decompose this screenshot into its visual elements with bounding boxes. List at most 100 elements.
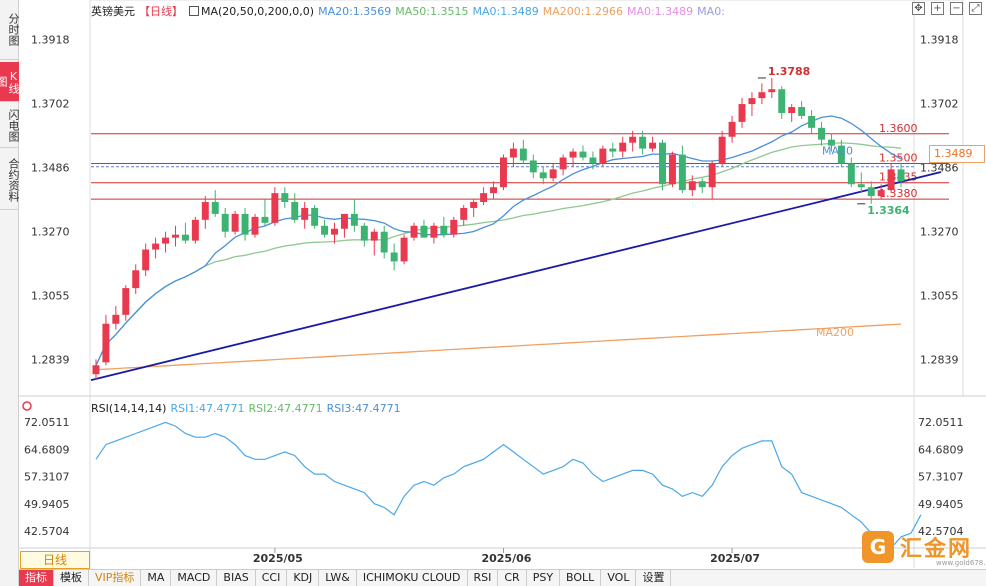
logo-url: www.gold678.com [936,559,986,567]
toolbar-item-1[interactable]: 模板 [54,570,89,586]
toolbar-item-cr[interactable]: CR [498,570,527,586]
candle-body [827,139,835,146]
candle-body [311,207,319,226]
candle-body [877,190,885,197]
toolbar-item-rsi[interactable]: RSI [468,570,499,586]
price-tick-left: 1.3486 [31,162,70,175]
candle-body [569,151,577,158]
candle-body [519,148,527,161]
candle-body [897,169,905,182]
side-tab-2[interactable]: 闪电图 [0,103,20,148]
zoom-in-icon[interactable]: + [931,2,944,15]
gold678-logo: G 汇金网 [862,529,974,565]
toolbar-item-kdj[interactable]: KDJ [287,570,320,586]
candle-body [539,172,547,179]
candle-body [678,154,686,191]
candle-body [788,107,796,113]
candle-body [470,202,478,208]
candle-body [778,89,786,113]
candle-body [281,193,289,203]
candle-body [768,89,776,93]
rsi-tick-left: 49.9405 [24,498,70,511]
candle-body [102,323,110,363]
candle-body [668,154,676,185]
toolbar-item-15[interactable]: 设置 [636,570,672,586]
candle-body [231,213,239,232]
price-tick-right: 1.3486 [920,162,959,175]
zoom-out-icon[interactable]: − [950,2,963,15]
toolbar-item-bias[interactable]: BIAS [217,570,256,586]
price-tick-right: 1.3270 [920,226,959,239]
candle-body [360,225,368,241]
toolbar-item-vip[interactable]: VIP指标 [89,570,142,586]
trend-line [90,171,942,382]
rsi-tick-right: 49.9405 [918,498,964,511]
price-tick-left: 1.3702 [31,97,70,110]
candle-body [798,107,806,116]
ma20-line [95,115,902,366]
ma50-line [95,142,902,366]
candle-body [718,136,726,164]
candle-body [132,270,140,289]
level-label: 1.3380 [879,187,918,200]
candle-body [808,115,816,128]
price-tick-left: 1.3918 [31,33,70,46]
candle-body [321,225,329,235]
rsi-tick-right: 72.0511 [918,416,964,429]
date-label: 2025/07 [710,552,760,565]
date-label: 2025/05 [253,552,303,565]
logo-text: 汇金网 [900,537,973,562]
candle-body [440,225,448,235]
candle-body [748,98,756,105]
candle-body [142,249,150,271]
rsi-tick-left: 72.0511 [24,416,70,429]
legend-ma0b: MA0:1.3489 [626,5,694,18]
side-tab-0[interactable]: 分时图 [0,0,20,60]
candle-body [549,169,557,179]
move-icon[interactable]: ✥ [912,2,925,15]
chart-area[interactable]: 1.3918 1.3918 1.3702 1.3702 1.3486 1.3486 1.32… [19,0,986,586]
toolbar-item-0[interactable]: 指标 [19,570,54,586]
candle-body [122,288,130,315]
candle-body [589,157,597,164]
candle-body [649,142,657,149]
side-tab-3[interactable]: 合约资料 [0,150,20,210]
candle-body [172,234,179,238]
candle-body [251,216,259,235]
toolbar-item-lw[interactable]: LW& [319,570,357,586]
candle-body [390,252,398,262]
toolbar-item-ma[interactable]: MA [141,570,172,586]
rsi-legend: RSI(14,14,14) RSI1:47.4771 RSI2:47.4771 RSI… [91,402,405,415]
toolbar-item-ichimoku-cloud[interactable]: ICHIMOKU CLOUD [357,570,468,586]
toolbar-item-vol[interactable]: VOL [601,570,637,586]
toolbar-item-psy[interactable]: PSY [527,570,561,586]
toolbar-item-macd[interactable]: MACD [171,570,218,586]
candle-body [291,202,299,220]
kline-chart-svg[interactable]: 1.3918 1.3918 1.3702 1.3702 1.3486 1.3486 1.32… [19,0,986,586]
candle-body [579,151,587,158]
legend-ma20: MA20:1.3569 [318,5,392,18]
side-tab-1[interactable]: K线图 [0,62,20,102]
candle-body [837,145,845,164]
rsi-tick-left: 64.6809 [24,443,70,456]
period-button[interactable]: 日线 [20,551,90,569]
legend-symbol: 英镑美元 [91,5,135,18]
candle-body [599,148,607,164]
rsi-tick-right: 57.3107 [918,471,964,484]
rsi-tick-right: 64.6809 [918,443,964,456]
toolbar-item-cci[interactable]: CCI [256,570,288,586]
candle-body [450,219,458,235]
legend-ma-icon [189,6,199,16]
legend-period: 【日线】 [139,5,183,18]
candle-body [211,202,219,214]
legend-ma50: MA50:1.3515 [395,5,469,18]
toolbar-item-boll[interactable]: BOLL [560,570,602,586]
candle-body [847,163,855,185]
candle-body [92,365,100,375]
fullscreen-icon[interactable]: ⤢ [969,2,982,15]
candle-body [370,231,378,241]
candle-body [181,234,189,241]
candle-body [331,228,338,235]
candle-body [261,216,269,223]
candle-body [698,181,706,188]
